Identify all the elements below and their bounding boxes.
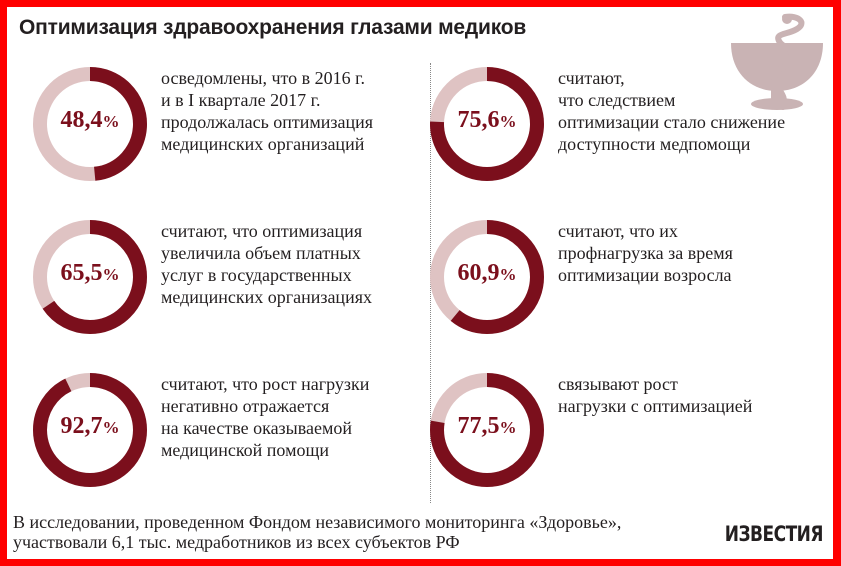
stat-description: считают, что следствием оптимизации стало …	[558, 67, 798, 155]
description-line: считают, что оптимизация	[161, 221, 363, 241]
description-line: осведомлены, что в 2016 г.	[161, 68, 366, 88]
stat-description: связывают рост нагрузки с оптимизацией	[558, 373, 798, 417]
stat-description: считают, что рост нагрузки негативно отра…	[161, 373, 401, 461]
footnote: В исследовании, проведенном Фондом незав…	[13, 512, 621, 552]
description-line: нагрузки с оптимизацией	[558, 396, 753, 416]
donut-chart	[430, 220, 544, 334]
percent-number: 77,5	[457, 413, 500, 439]
percent-value: 60,9%	[426, 260, 548, 287]
description-line: увеличила объем платных	[161, 243, 361, 263]
stat-description: считают, что их профнагрузка за время опти…	[558, 220, 798, 286]
description-line: медицинских организациях	[161, 287, 372, 307]
donut-chart	[430, 67, 544, 181]
percent-sign: %	[102, 418, 120, 437]
percent-sign: %	[499, 112, 517, 131]
percent-value: 77,5%	[426, 413, 548, 440]
description-line: продолжалась оптимизация	[161, 112, 374, 132]
stat-description: считают, что оптимизация увеличила объем …	[161, 220, 401, 308]
description-line: негативно отражается	[161, 396, 330, 416]
percent-sign: %	[499, 418, 517, 437]
footnote-line: участвовали 6,1 тыс. медработников из вс…	[13, 532, 460, 552]
donut-value-arc	[430, 67, 544, 181]
percent-sign: %	[102, 112, 120, 131]
donut-value-arc	[33, 373, 147, 487]
percent-value: 92,7%	[29, 413, 151, 440]
description-line: считают,	[558, 68, 625, 88]
description-line: что следствием	[558, 90, 676, 110]
donut-value-arc	[33, 67, 147, 181]
description-line: медицинских организаций	[161, 134, 365, 154]
donut-chart	[33, 67, 147, 181]
infographic-frame: Оптимизация здравоохранения глазами меди…	[7, 7, 833, 559]
stat-description: осведомлены, что в 2016 г. и в I квартале…	[161, 67, 401, 155]
percent-value: 48,4%	[29, 107, 151, 134]
donut-value-arc	[430, 373, 544, 487]
percent-number: 75,6	[457, 107, 500, 133]
description-line: услуг в государственных	[161, 265, 352, 285]
percent-number: 65,5	[60, 260, 103, 286]
donut-chart	[430, 373, 544, 487]
donut-chart	[33, 373, 147, 487]
donut-value-arc	[33, 220, 147, 334]
percent-value: 75,6%	[426, 107, 548, 134]
brand-logo: ИЗВЕСТИЯ	[724, 522, 824, 547]
footnote-line: В исследовании, проведенном Фондом незав…	[13, 512, 622, 532]
description-line: профнагрузка за время	[558, 243, 733, 263]
percent-number: 48,4	[60, 107, 103, 133]
percent-number: 92,7	[60, 413, 103, 439]
bowl-of-hygieia-icon	[731, 13, 823, 110]
description-line: считают, что их	[558, 221, 678, 241]
description-line: на качестве оказываемой	[161, 418, 353, 438]
description-line: считают, что рост нагрузки	[161, 374, 370, 394]
description-line: доступности медпомощи	[558, 134, 751, 154]
percent-sign: %	[499, 265, 517, 284]
description-line: оптимизации возросла	[558, 265, 732, 285]
donut-chart	[33, 220, 147, 334]
description-line: медицинской помощи	[161, 440, 329, 460]
description-line: оптимизации стало снижение	[558, 112, 786, 132]
percent-number: 60,9	[457, 260, 500, 286]
page-title: Оптимизация здравоохранения глазами меди…	[19, 16, 527, 39]
percent-sign: %	[102, 265, 120, 284]
percent-value: 65,5%	[29, 260, 151, 287]
description-line: и в I квартале 2017 г.	[161, 90, 321, 110]
donut-value-arc	[430, 220, 544, 334]
description-line: связывают рост	[558, 374, 678, 394]
